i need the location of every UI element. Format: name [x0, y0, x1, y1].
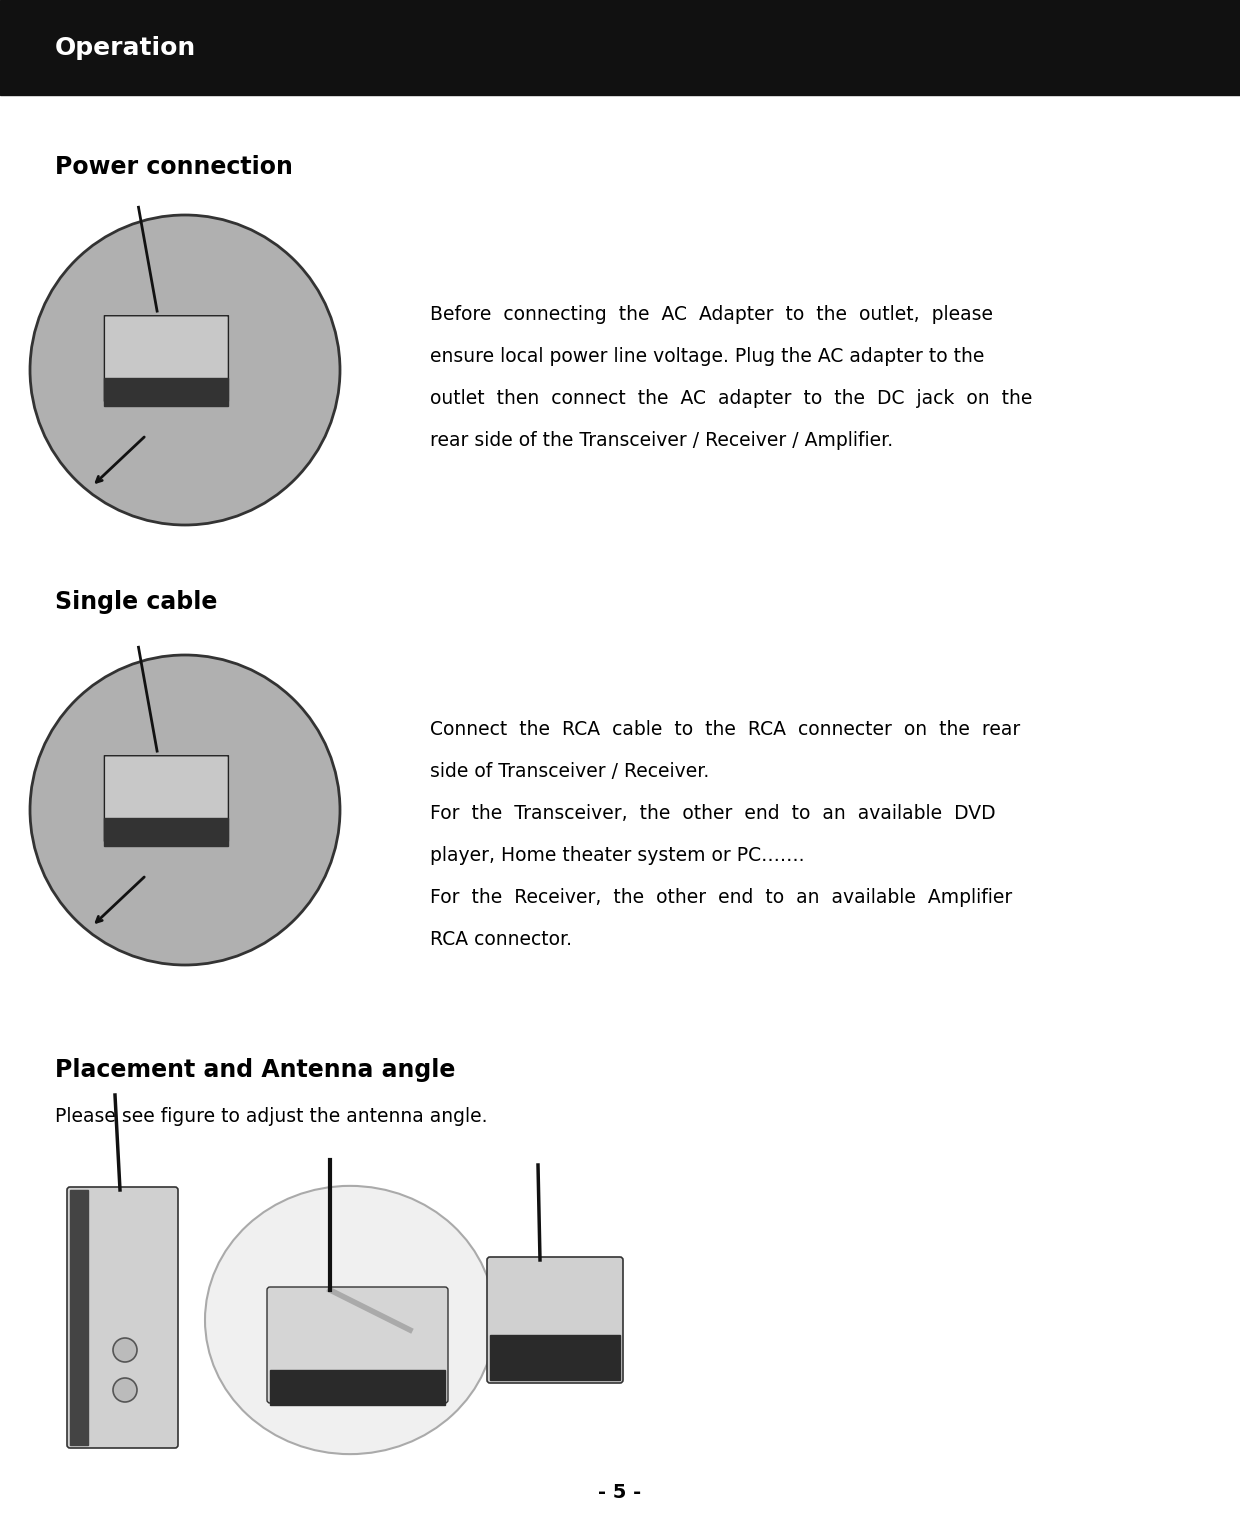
Text: For  the  Transceiver,  the  other  end  to  an  available  DVD: For the Transceiver, the other end to an…: [430, 804, 996, 824]
Text: - 5 -: - 5 -: [599, 1482, 641, 1502]
Text: ensure local power line voltage. Plug the AC adapter to the: ensure local power line voltage. Plug th…: [430, 348, 985, 366]
Bar: [490, 1334, 620, 1380]
Ellipse shape: [205, 1186, 495, 1455]
Bar: [0, 0, 1240, 95]
Text: For  the  Receiver,  the  other  end  to  an  available  Amplifier: For the Receiver, the other end to an av…: [430, 888, 1012, 907]
FancyBboxPatch shape: [487, 1257, 622, 1383]
Text: Before  connecting  the  AC  Adapter  to  the  outlet,  please: Before connecting the AC Adapter to the …: [430, 305, 993, 323]
Bar: [270, 1369, 445, 1405]
Text: side of Transceiver / Receiver.: side of Transceiver / Receiver.: [430, 762, 709, 781]
Text: player, Home theater system or PC…….: player, Home theater system or PC…….: [430, 846, 805, 865]
Text: Operation: Operation: [55, 35, 196, 59]
Circle shape: [113, 1337, 136, 1362]
Text: Single cable: Single cable: [55, 590, 217, 615]
Text: Please see figure to adjust the antenna angle.: Please see figure to adjust the antenna …: [55, 1107, 487, 1125]
Bar: [104, 817, 228, 846]
Circle shape: [30, 215, 340, 525]
FancyBboxPatch shape: [67, 1186, 179, 1449]
Text: RCA connector.: RCA connector.: [430, 930, 572, 949]
Text: Placement and Antenna angle: Placement and Antenna angle: [55, 1058, 455, 1083]
Bar: [69, 1190, 88, 1446]
FancyBboxPatch shape: [104, 316, 228, 401]
FancyBboxPatch shape: [267, 1287, 448, 1403]
Text: Connect  the  RCA  cable  to  the  RCA  connecter  on  the  rear: Connect the RCA cable to the RCA connect…: [430, 720, 1021, 740]
Text: Power connection: Power connection: [55, 156, 293, 178]
Bar: [104, 378, 228, 406]
Circle shape: [113, 1379, 136, 1401]
Text: rear side of the Transceiver / Receiver / Amplifier.: rear side of the Transceiver / Receiver …: [430, 432, 893, 450]
FancyBboxPatch shape: [104, 756, 228, 840]
Text: outlet  then  connect  the  AC  adapter  to  the  DC  jack  on  the: outlet then connect the AC adapter to th…: [430, 389, 1033, 409]
Circle shape: [30, 656, 340, 965]
